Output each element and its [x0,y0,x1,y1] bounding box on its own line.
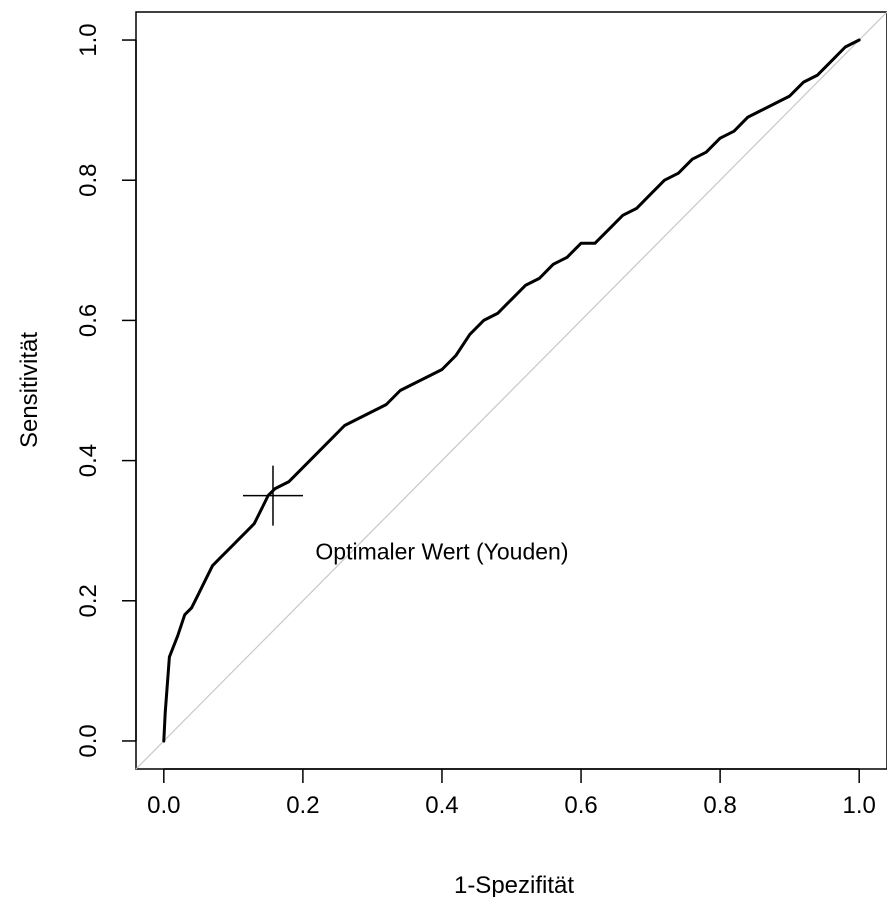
x-tick-label: 0.6 [564,792,597,819]
y-axis: 0.0 0.2 0.4 0.6 0.8 1.0 [75,23,137,758]
y-tick-label: 1.0 [75,23,102,56]
y-tick-label: 0.0 [75,724,102,757]
roc-curve-line [162,38,861,743]
x-tick-label: 0.0 [147,792,180,819]
x-tick-label: 0.4 [425,792,458,819]
x-tick-label: 0.2 [286,792,319,819]
roc-curve-layer [162,38,861,743]
youden-annotation: Optimaler Wert (Youden) [315,539,568,565]
x-tick-label: 0.8 [703,792,736,819]
x-axis-label: 1-Spezifität [454,872,574,897]
optimum-marker-layer [242,465,303,526]
x-tick-label: 1.0 [842,792,875,819]
y-axis-label: Sensitivität [16,332,43,448]
y-tick-label: 0.2 [75,584,102,617]
y-tick-label: 0.6 [75,304,102,337]
y-tick-label: 0.4 [75,444,102,477]
reference-diagonal-line [135,11,887,770]
x-axis: 0.0 0.2 0.4 0.6 0.8 1.0 [147,768,876,819]
y-tick-label: 0.8 [75,164,102,197]
reference-diagonal [135,11,887,770]
